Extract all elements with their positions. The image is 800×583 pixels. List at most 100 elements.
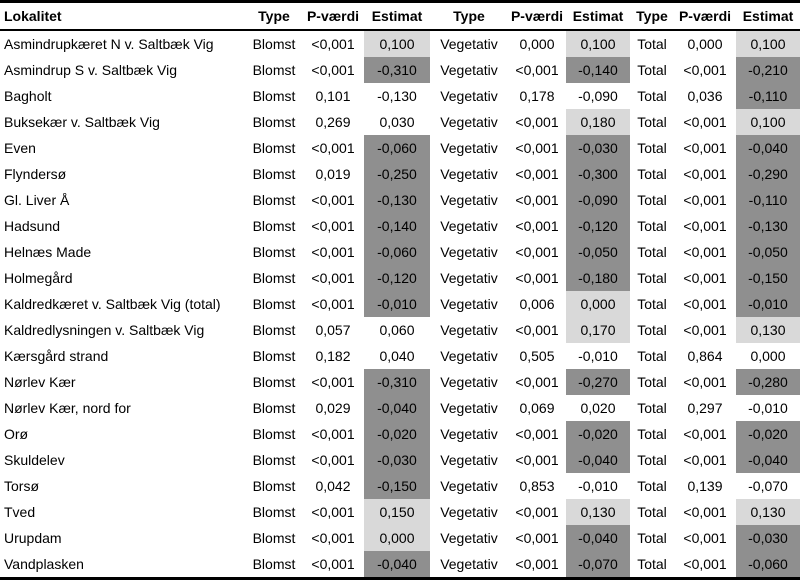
lokalitet-cell: Tved xyxy=(4,504,36,520)
estimate-cell: -0,110 xyxy=(736,187,800,213)
estimate-cell: -0,010 xyxy=(748,400,788,416)
type-cell: Blomst xyxy=(252,114,296,130)
table-row: Flyndersø Blomst 0,019 -0,250 Vegetativ <0,00… xyxy=(0,161,800,187)
estimate-cell: -0,280 xyxy=(736,369,800,395)
p-value-cell: <0,001 xyxy=(311,270,355,286)
p-value-cell: <0,001 xyxy=(311,426,355,442)
estimate-cell: -0,040 xyxy=(364,551,430,579)
type-cell: Vegetativ xyxy=(440,244,498,260)
type-cell: Blomst xyxy=(252,530,296,546)
type-cell: Vegetativ xyxy=(440,556,498,572)
type-cell: Vegetativ xyxy=(440,400,498,416)
estimate-cell: 0,060 xyxy=(379,322,415,338)
lokalitet-cell: Orø xyxy=(4,426,29,442)
p-value-cell: <0,001 xyxy=(683,504,727,520)
estimate-cell: 0,020 xyxy=(580,400,616,416)
type-cell: Blomst xyxy=(252,244,296,260)
type-cell: Blomst xyxy=(252,166,296,182)
p-value-cell: <0,001 xyxy=(515,166,559,182)
p-value-cell: <0,001 xyxy=(683,322,727,338)
p-value-cell: 0,864 xyxy=(687,348,723,364)
p-value-cell: 0,139 xyxy=(687,478,723,494)
estimate-cell: -0,120 xyxy=(566,213,630,239)
p-value-cell: <0,001 xyxy=(515,192,559,208)
p-value-cell: <0,001 xyxy=(515,218,559,234)
estimate-cell: -0,040 xyxy=(736,447,800,473)
p-value-cell: <0,001 xyxy=(311,296,355,312)
column-header: P-værdi xyxy=(674,1,736,31)
header-row: Lokalitet Type P-værdi Estimat Type P-værdi Es… xyxy=(0,1,800,31)
lokalitet-cell: Kærsgård strand xyxy=(4,348,109,364)
estimate-cell: -0,130 xyxy=(364,187,430,213)
p-value-cell: <0,001 xyxy=(683,62,727,78)
p-value-cell: 0,069 xyxy=(519,400,555,416)
lokalitet-cell: Even xyxy=(4,140,36,156)
table-row: Tved Blomst <0,001 0,150 Vegetativ <0,001 0,13… xyxy=(0,499,800,525)
column-header: Type xyxy=(630,1,674,31)
type-cell: Total xyxy=(637,374,667,390)
p-value-cell: 0,029 xyxy=(315,400,351,416)
estimate-cell: -0,130 xyxy=(736,213,800,239)
type-cell: Blomst xyxy=(252,62,296,78)
table-row: Asmindrupkæret N v. Saltbæk Vig Blomst <0,… xyxy=(0,30,800,57)
type-cell: Blomst xyxy=(252,36,296,52)
type-cell: Blomst xyxy=(252,400,296,416)
p-value-cell: <0,001 xyxy=(515,530,559,546)
p-value-cell: <0,001 xyxy=(311,140,355,156)
lokalitet-cell: Kaldredkæret v. Saltbæk Vig (total) xyxy=(4,296,221,312)
table-body: Asmindrupkæret N v. Saltbæk Vig Blomst <0,… xyxy=(0,30,800,579)
type-cell: Total xyxy=(637,556,667,572)
p-value-cell: 0,006 xyxy=(519,296,555,312)
estimate-cell: -0,180 xyxy=(566,265,630,291)
column-header: Estimat xyxy=(736,1,800,31)
estimate-cell: -0,250 xyxy=(364,161,430,187)
estimate-cell: -0,140 xyxy=(566,57,630,83)
estimate-cell: 0,100 xyxy=(566,30,630,57)
estimate-cell: -0,040 xyxy=(566,525,630,551)
estimate-cell: 0,180 xyxy=(566,109,630,135)
p-value-cell: <0,001 xyxy=(311,36,355,52)
estimate-cell: 0,170 xyxy=(566,317,630,343)
type-cell: Total xyxy=(637,114,667,130)
estimate-cell: 0,130 xyxy=(736,317,800,343)
type-cell: Total xyxy=(637,88,667,104)
p-value-cell: <0,001 xyxy=(683,140,727,156)
table-row: Gl. Liver Å Blomst <0,001 -0,130 Vegetativ <0… xyxy=(0,187,800,213)
p-value-cell: <0,001 xyxy=(515,244,559,260)
type-cell: Blomst xyxy=(252,478,296,494)
column-header: Type xyxy=(246,1,302,31)
table-row: Bagholt Blomst 0,101 -0,130 Vegetativ 0,178 -0… xyxy=(0,83,800,109)
lokalitet-cell: Kaldredlysningen v. Saltbæk Vig xyxy=(4,322,205,338)
table-row: Kærsgård strand Blomst 0,182 0,040 Vegetativ… xyxy=(0,343,800,369)
p-value-cell: <0,001 xyxy=(311,504,355,520)
p-value-cell: <0,001 xyxy=(311,374,355,390)
type-cell: Vegetativ xyxy=(440,426,498,442)
p-value-cell: <0,001 xyxy=(515,62,559,78)
type-cell: Total xyxy=(637,192,667,208)
type-cell: Vegetativ xyxy=(440,218,498,234)
p-value-cell: <0,001 xyxy=(515,504,559,520)
table-row: Urupdam Blomst <0,001 0,000 Vegetativ <0,001-… xyxy=(0,525,800,551)
type-cell: Blomst xyxy=(252,452,296,468)
estimate-cell: 0,000 xyxy=(750,348,786,364)
type-cell: Blomst xyxy=(252,140,296,156)
lokalitet-cell: Gl. Liver Å xyxy=(4,192,70,208)
type-cell: Total xyxy=(637,426,667,442)
lokalitet-cell: Urupdam xyxy=(4,530,62,546)
estimate-cell: 0,100 xyxy=(736,109,800,135)
estimate-cell: -0,020 xyxy=(364,421,430,447)
table-row: Nørlev Kær Blomst <0,001 -0,310 Vegetativ <0,… xyxy=(0,369,800,395)
p-value-cell: <0,001 xyxy=(515,114,559,130)
type-cell: Total xyxy=(637,504,667,520)
estimate-cell: -0,120 xyxy=(364,265,430,291)
estimate-cell: -0,050 xyxy=(566,239,630,265)
type-cell: Blomst xyxy=(252,296,296,312)
estimate-cell: -0,010 xyxy=(736,291,800,317)
table-row: Skuldelev Blomst <0,001 -0,030 Vegetativ <0,0… xyxy=(0,447,800,473)
type-cell: Total xyxy=(637,452,667,468)
estimate-cell: -0,090 xyxy=(566,187,630,213)
column-header: P-værdi xyxy=(302,1,364,31)
estimate-cell: -0,270 xyxy=(566,369,630,395)
estimate-cell: -0,150 xyxy=(736,265,800,291)
